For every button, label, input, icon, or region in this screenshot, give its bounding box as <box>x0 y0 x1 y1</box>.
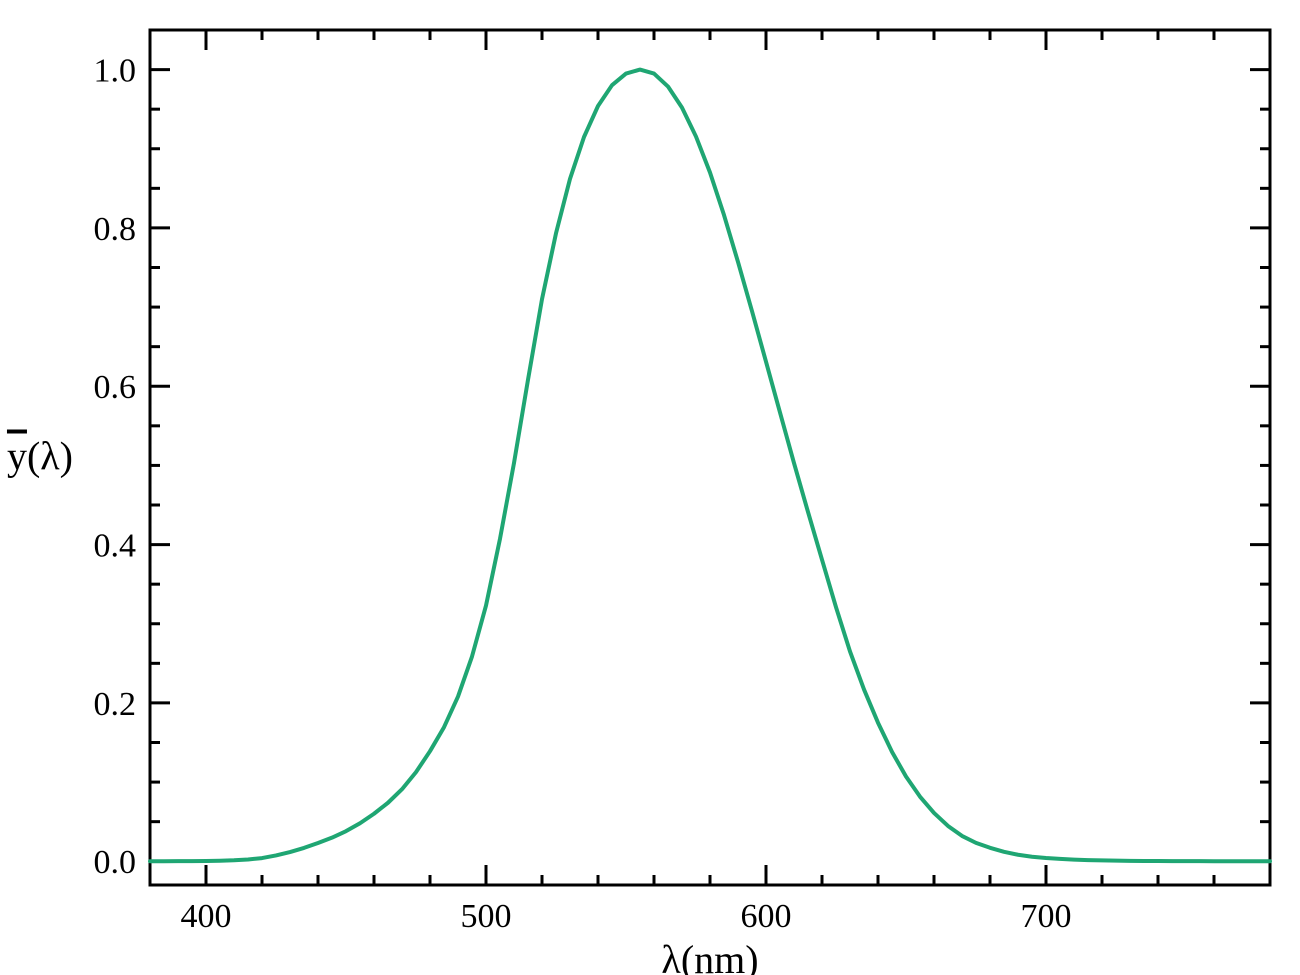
luminosity-chart: 400 500 600 700 0.0 0.2 0.4 0.6 0.8 1.0 λ(nm) y(λ) <box>0 0 1300 975</box>
y-tick-label: 0.6 <box>94 369 137 406</box>
y-tick-label: 0.0 <box>94 844 137 881</box>
x-tick-label: 600 <box>741 898 792 935</box>
luminosity-curve <box>150 70 1270 862</box>
y-tick-label: 1.0 <box>94 52 137 89</box>
x-tick-label: 700 <box>1021 898 1072 935</box>
y-axis-label: y(λ) <box>7 434 73 479</box>
plot-frame <box>150 30 1270 885</box>
x-axis-label: λ(nm) <box>661 937 758 975</box>
y-tick-label: 0.4 <box>94 527 137 564</box>
x-tick-label: 500 <box>461 898 512 935</box>
x-tick-label: 400 <box>181 898 232 935</box>
y-tick-label: 0.8 <box>94 211 137 248</box>
y-tick-label: 0.2 <box>94 686 137 723</box>
